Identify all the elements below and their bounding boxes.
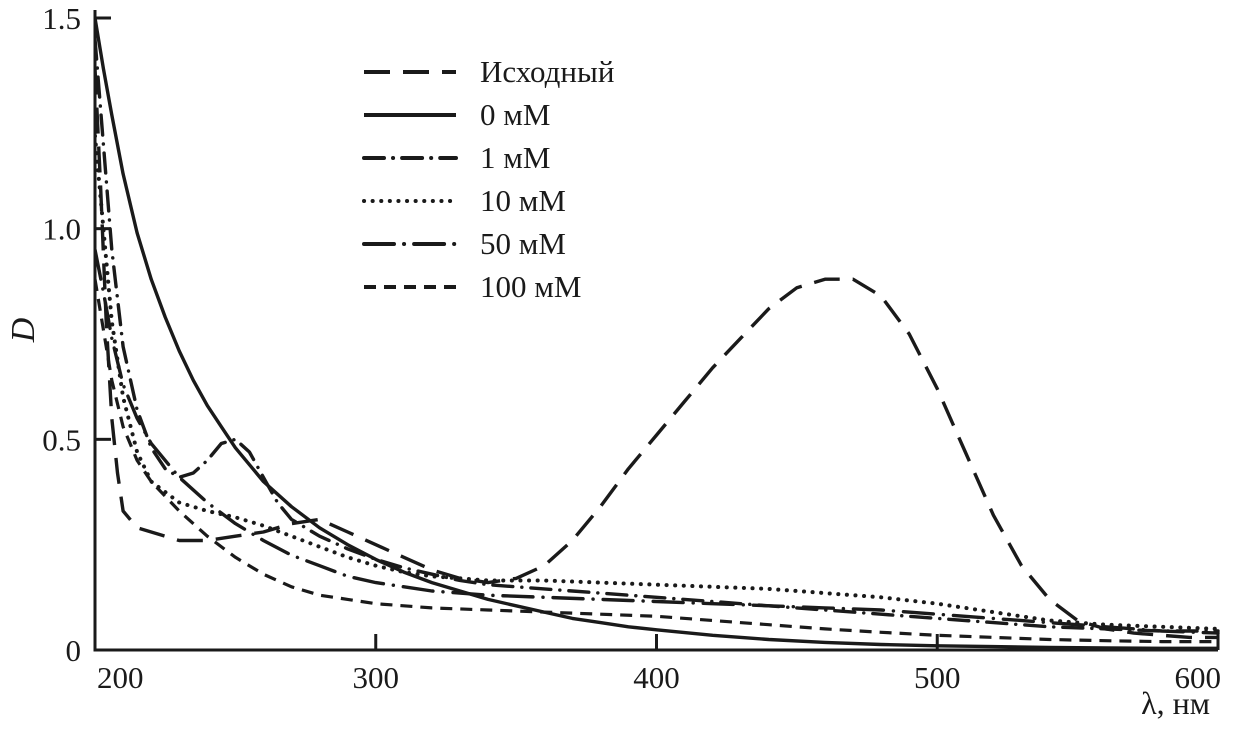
legend-item-0mm: 0 мМ xyxy=(362,93,614,136)
legend-item-10mm: 10 мМ xyxy=(362,179,614,222)
legend-line-sample xyxy=(362,241,458,246)
series-line-4 xyxy=(94,247,1220,635)
y-tick-label: 1.0 xyxy=(42,212,81,247)
legend: Исходный 0 мМ 1 мМ 10 мМ 50 мМ 100 мМ xyxy=(362,50,614,308)
legend-label: 50 мМ xyxy=(480,226,566,261)
y-axis-label: D xyxy=(5,317,42,343)
legend-label: 10 мМ xyxy=(480,183,566,218)
legend-line-sample xyxy=(362,155,458,160)
legend-label: 1 мМ xyxy=(480,140,551,175)
legend-line-sample xyxy=(364,284,456,289)
series-line-1 xyxy=(94,17,1218,650)
x-tick-label: 200 xyxy=(97,660,144,695)
series-line-3 xyxy=(94,134,1220,631)
legend-item-ishodny: Исходный xyxy=(362,50,614,93)
legend-line-sample xyxy=(364,69,456,74)
y-tick-label: 1.5 xyxy=(42,1,81,36)
legend-item-100mm: 100 мМ xyxy=(362,265,614,308)
x-tick-label: 300 xyxy=(353,660,400,695)
legend-item-1mm: 1 мМ xyxy=(362,136,614,179)
legend-label: 0 мМ xyxy=(480,97,551,132)
series-group xyxy=(94,17,1220,650)
y-tick-label: 0 xyxy=(66,633,82,668)
series-line-5 xyxy=(94,278,1218,644)
x-tick-label: 500 xyxy=(914,660,961,695)
legend-label: 100 мМ xyxy=(480,269,582,304)
x-tick-label: 400 xyxy=(633,660,680,695)
legend-label: Исходный xyxy=(480,54,615,89)
x-axis-label: λ, нм xyxy=(1141,685,1210,721)
legend-line-sample xyxy=(364,112,456,117)
legend-line-sample xyxy=(362,198,458,203)
series-line-0 xyxy=(94,68,1218,640)
legend-item-50mm: 50 мМ xyxy=(362,222,614,265)
x-tick-label: 600 xyxy=(1175,660,1222,695)
series-line-2 xyxy=(94,37,1220,633)
y-tick-label: 0.5 xyxy=(42,422,81,457)
